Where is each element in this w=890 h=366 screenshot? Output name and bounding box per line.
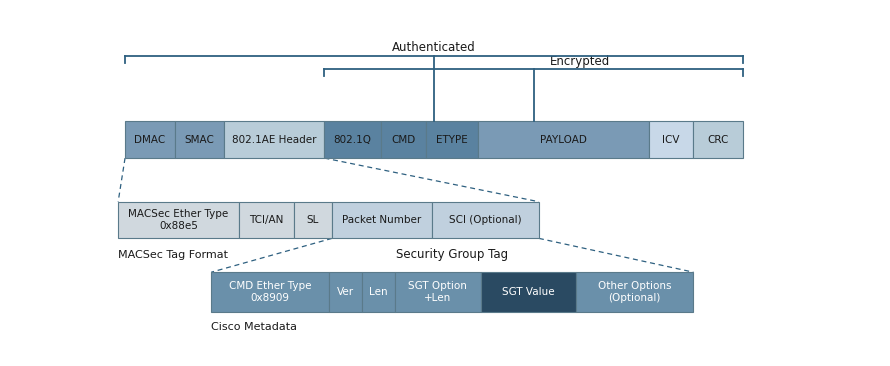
Text: Ver: Ver [336, 287, 353, 297]
Bar [381, 122, 425, 158]
Text: CMD Ether Type
0x8909: CMD Ether Type 0x8909 [229, 281, 312, 303]
Text: 802.1Q: 802.1Q [334, 135, 372, 145]
Text: Cisco Metadata: Cisco Metadata [211, 321, 297, 332]
Text: 802.1AE Header: 802.1AE Header [232, 135, 317, 145]
Bar [478, 122, 649, 158]
Bar [324, 122, 381, 158]
Text: DMAC: DMAC [134, 135, 166, 145]
Bar [432, 202, 539, 238]
Bar [118, 202, 239, 238]
Text: MACSec Tag Format: MACSec Tag Format [118, 250, 228, 259]
Text: CRC: CRC [708, 135, 729, 145]
Text: SGT Option
+Len: SGT Option +Len [409, 281, 467, 303]
Text: SGT Value: SGT Value [502, 287, 554, 297]
Bar [481, 272, 576, 312]
Text: TCI/AN: TCI/AN [249, 215, 284, 225]
Text: SCI (Optional): SCI (Optional) [449, 215, 522, 225]
Text: Other Options
(Optional): Other Options (Optional) [598, 281, 672, 303]
Text: SMAC: SMAC [184, 135, 214, 145]
Bar [294, 202, 332, 238]
Text: CMD: CMD [392, 135, 416, 145]
Bar [224, 122, 324, 158]
Bar [332, 202, 432, 238]
Bar [174, 122, 224, 158]
Bar [649, 122, 693, 158]
Bar [125, 122, 174, 158]
Bar [576, 272, 693, 312]
Text: PAYLOAD: PAYLOAD [539, 135, 587, 145]
Text: ETYPE: ETYPE [436, 135, 467, 145]
Text: MACSec Ether Type
0x88e5: MACSec Ether Type 0x88e5 [128, 209, 229, 231]
Bar [328, 272, 361, 312]
Text: SL: SL [307, 215, 320, 225]
Text: Len: Len [368, 287, 387, 297]
Bar [425, 122, 478, 158]
Bar [361, 272, 395, 312]
Bar [693, 122, 743, 158]
Text: Security Group Tag: Security Group Tag [396, 248, 508, 261]
Text: Authenticated: Authenticated [392, 41, 476, 54]
Text: ICV: ICV [662, 135, 680, 145]
Text: Packet Number: Packet Number [343, 215, 422, 225]
Text: Encrypted: Encrypted [550, 55, 611, 68]
Bar [239, 202, 294, 238]
Bar [211, 272, 328, 312]
Bar [395, 272, 481, 312]
